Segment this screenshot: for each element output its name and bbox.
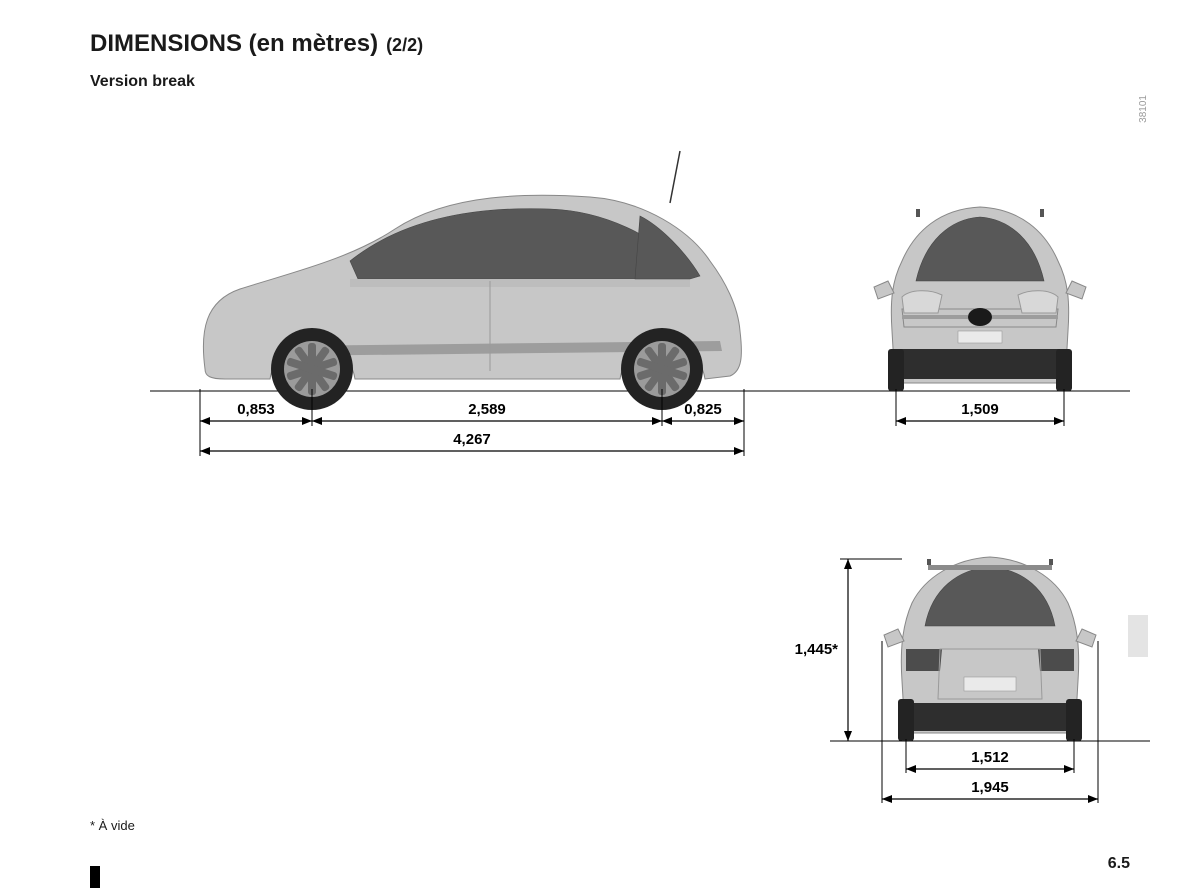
car-front-view: 1,509 (830, 131, 1110, 421)
page-number: 6.5 (1108, 855, 1130, 873)
total-length-label: 4,267 (453, 431, 491, 448)
height-label: 1,445* (795, 641, 839, 658)
rear-overhang-label: 0,825 (684, 401, 722, 418)
wheelbase-label: 2,589 (468, 401, 506, 418)
doc-id: 38101 (1138, 95, 1149, 123)
subtitle: Version break (90, 73, 1120, 91)
side-tab (1128, 615, 1148, 657)
rear-track-label: 1,512 (971, 749, 1009, 766)
car-rear-view: 1,445* 1,512 1,945 (730, 481, 1130, 781)
footnote: * À vide (90, 818, 135, 833)
diagram-area: 0,853 2,589 0,825 4,267 (90, 101, 1110, 801)
page-title-row: DIMENSIONS (en mètres) (2/2) (90, 30, 1120, 58)
page-part: (2/2) (386, 35, 423, 56)
width-label: 1,945 (971, 779, 1009, 796)
page-title: DIMENSIONS (en mètres) (90, 30, 378, 58)
black-tab (90, 866, 100, 888)
front-overhang-label: 0,853 (237, 401, 275, 418)
front-track-label: 1,509 (961, 401, 999, 418)
car-side-view: 0,853 2,589 0,825 4,267 (150, 131, 720, 421)
